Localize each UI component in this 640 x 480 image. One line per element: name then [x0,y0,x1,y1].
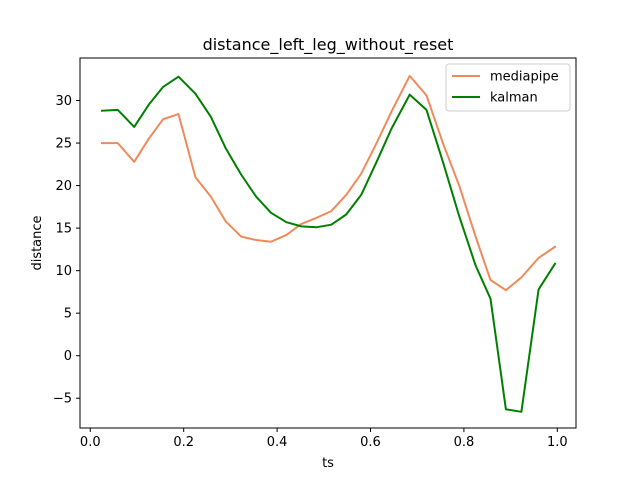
x-axis-title: ts [322,456,334,471]
y-tick-label: 30 [55,94,72,109]
x-tick-label: 0.4 [267,435,288,450]
x-axis: 0.0 0.2 0.4 0.6 0.8 1.0 [80,428,568,450]
y-tick-label: 25 [55,137,72,152]
x-tick-label: 1.0 [547,435,568,450]
x-tick-label: 0.6 [360,435,381,450]
x-tick-label: 0.2 [173,435,194,450]
series-line-kalman [100,75,557,413]
x-tick-label: 0.8 [454,435,475,450]
y-tick-label: 0 [64,349,72,364]
chart-title: distance_left_leg_without_reset [203,35,454,55]
legend: mediapipe kalman [445,63,571,112]
series-line-mediapipe [101,74,557,292]
axes-frame [79,57,577,429]
plot-area [100,74,557,413]
legend-label-mediapipe: mediapipe [490,70,559,85]
y-tick-label: 5 [64,307,72,322]
y-tick-label: 20 [55,179,72,194]
y-axis: −5 0 5 10 15 20 25 30 [53,94,80,407]
y-tick-label: −5 [53,392,72,407]
y-tick-label: 10 [55,264,72,279]
y-tick-label: 15 [55,222,72,237]
y-axis-title: distance [30,215,45,270]
legend-label-kalman: kalman [490,91,538,106]
x-tick-label: 0.0 [80,435,101,450]
